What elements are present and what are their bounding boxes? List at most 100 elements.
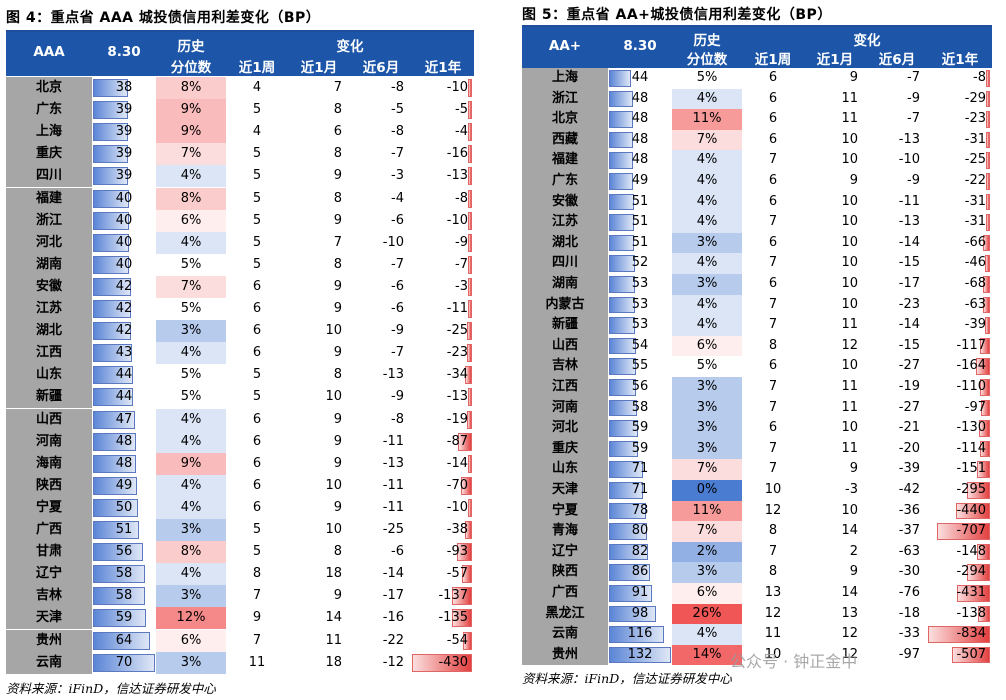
spread-value: 40 [115,190,133,206]
change-month-value: 6 [333,124,342,140]
spread-value: 48 [115,433,133,449]
spread-bar [609,399,638,417]
change-year-cell: -294 [928,562,992,583]
change-6month-value: -23 [898,296,920,312]
right-header-change: 变化 [853,33,881,49]
change-year-cell: -10 [412,77,474,99]
change-year-cell: -31 [928,212,992,233]
change-month-value: 8 [333,256,342,272]
change-6month-value: -20 [898,440,920,456]
change-year-value: -8 [973,70,986,85]
table-row: 北京 48 11% 6 11 -7 -23 [522,109,992,130]
change-year-cell: -38 [412,519,474,541]
change-6month-value: -7 [391,146,404,162]
change-week-cell: 6 [768,276,778,291]
change-month-cell: 11 [804,377,866,398]
change-week-cell: 5 [252,389,262,405]
change-6month-cell: -8 [350,409,412,431]
change-6month-cell: -13 [866,212,928,233]
spread-cell: 71 [608,480,672,501]
change-6month-value: -11 [382,433,404,449]
change-year-value: -164 [956,358,986,374]
change-year-value: -63 [964,296,986,312]
province-cell: 河南 [6,430,92,453]
province-cell: 陕西 [6,474,92,497]
change-year-value: -7 [455,256,468,272]
change-year-bar [957,585,990,602]
change-year-bar [966,564,990,581]
change-month-cell: 10 [804,501,866,522]
change-6month-value: -10 [898,152,920,168]
province-cell: 吉林 [522,356,608,377]
change-month-value: 10 [841,255,858,271]
percentile-cell: 4% [672,150,742,171]
change-year-cell: -7 [412,254,474,276]
change-6month-cell: -7 [866,68,928,89]
change-6month-value: -63 [898,543,920,559]
province-cell: 宁夏 [522,500,608,522]
left-header-month: 近1月 [300,60,338,76]
spread-value: 39 [115,102,133,118]
spread-cell: 42 [92,276,156,298]
change-year-cell: -22 [928,171,992,192]
change-week-cell: 6 [768,173,778,188]
change-month-cell: 9 [288,585,350,607]
province-cell: 河北 [6,231,92,254]
change-month-value: 10 [841,131,858,147]
spread-value: 42 [115,323,133,339]
change-year-cell: -8 [928,68,992,89]
change-year-cell: -63 [928,295,992,316]
table-row: 江苏 42 5% 6 9 -6 -11 [6,298,474,321]
spread-bar [609,564,651,581]
spread-bar [93,255,130,274]
change-year-cell: -34 [412,364,474,386]
spread-bar [609,358,636,375]
change-month-cell: 9 [288,342,350,364]
change-month-value: 10 [841,152,858,168]
change-6month-value: -30 [898,564,920,580]
change-year-bar [468,255,472,274]
change-year-value: -114 [956,440,986,456]
change-week-cell: 8 [768,523,778,539]
change-year-bar [951,646,990,664]
spread-value: 59 [631,420,649,436]
change-week-cell: 6 [252,477,262,493]
change-year-bar [468,277,472,296]
change-year-cell: -430 [412,652,474,674]
change-month-cell: 8 [288,143,350,165]
change-month-cell: 9 [288,298,350,320]
change-6month-value: -7 [907,111,920,127]
change-6month-value: -14 [898,234,920,250]
change-month-cell: 7 [288,232,350,254]
change-year-bar [984,255,990,272]
change-week-cell: 7 [768,461,778,477]
spread-bar [609,585,653,602]
change-6month-cell: -14 [866,315,928,336]
spread-value: 44 [115,367,133,383]
change-month-cell: 10 [804,274,866,295]
change-year-value: -57 [446,566,468,582]
change-year-cell: -14 [412,453,474,475]
percentile-cell: 7% [672,129,742,151]
change-6month-cell: -13 [350,453,412,475]
spread-cell: 78 [608,501,672,522]
spread-value: 64 [115,632,133,648]
spread-cell: 55 [608,356,672,377]
change-6month-cell: -9 [350,386,412,408]
percentile-cell: 7% [156,275,226,298]
change-month-value: 10 [841,296,858,312]
province-cell: 江苏 [522,212,608,233]
change-month-cell: 9 [288,409,350,431]
change-month-value: -3 [845,482,858,497]
change-year-bar [468,211,472,230]
change-month-value: 12 [841,626,858,642]
spread-bar [93,653,155,672]
table-row: 西藏 48 7% 6 10 -13 -31 [522,129,992,151]
change-year-bar [468,79,472,98]
change-year-bar [977,461,990,478]
spread-bar [609,482,644,499]
province-cell: 天津 [522,480,608,501]
change-year-value: -54 [446,632,468,648]
table-row: 海南 48 9% 6 9 -13 -14 [6,452,474,475]
percentile-cell: 5% [672,68,742,89]
